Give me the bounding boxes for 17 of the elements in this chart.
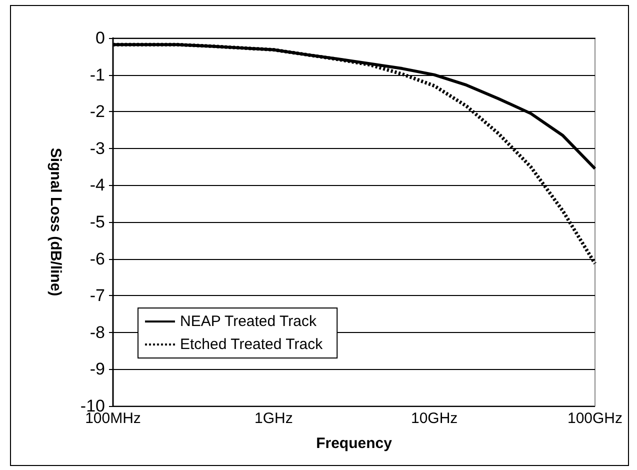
legend-label: Etched Treated Track: [180, 336, 324, 353]
y-tick-label: -9: [90, 360, 105, 379]
y-tick-label: -7: [90, 286, 105, 306]
legend-label: NEAP Treated Track: [180, 313, 317, 330]
y-tick-label: -4: [90, 176, 105, 195]
y-tick-label: -2: [90, 102, 105, 122]
y-tick-label: -5: [90, 212, 105, 232]
y-tick-label: -6: [90, 249, 105, 268]
y-tick-label: -8: [90, 322, 105, 342]
y-axis-title: Signal Loss (dB/line): [47, 148, 64, 296]
y-tick-label: 0: [96, 28, 105, 48]
x-tick-label: 1GHz: [254, 410, 293, 427]
y-tick-label: -3: [90, 138, 105, 158]
y-tick-label: -1: [90, 65, 105, 84]
x-tick-label: 100GHz: [567, 410, 623, 427]
x-tick-label: 10GHz: [410, 410, 458, 427]
x-axis-title: Frequency: [316, 435, 393, 452]
